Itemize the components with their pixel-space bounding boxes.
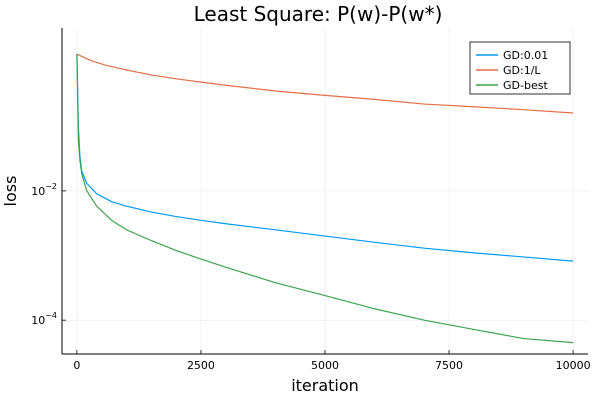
x-tick-label: 10000 [556, 359, 591, 372]
series-line-gd-1-l [76, 53, 574, 114]
x-tick-label: 0 [73, 359, 80, 372]
x-tick-label: 2500 [187, 359, 215, 372]
series-line-gd-best [76, 54, 574, 344]
x-axis-title: iteration [291, 376, 359, 395]
legend-label: GD:1/L [503, 64, 541, 77]
y-tick-label: 10−2 [31, 182, 57, 198]
y-tick-label: 10−4 [31, 311, 57, 327]
legend: GD:0.01 GD:1/L GD-best [469, 41, 571, 95]
series-layer [76, 53, 574, 344]
y-axis-title: loss [1, 176, 20, 207]
y-ticks: 10−4 10−2 [31, 182, 66, 327]
x-ticks: 0 2500 5000 7500 10000 [73, 350, 591, 372]
chart-title: Least Square: P(w)-P(w*) [194, 2, 443, 26]
legend-label: GD:0.01 [503, 49, 548, 62]
legend-label: GD-best [503, 79, 548, 92]
x-tick-label: 7500 [435, 359, 463, 372]
x-tick-label: 5000 [311, 359, 339, 372]
